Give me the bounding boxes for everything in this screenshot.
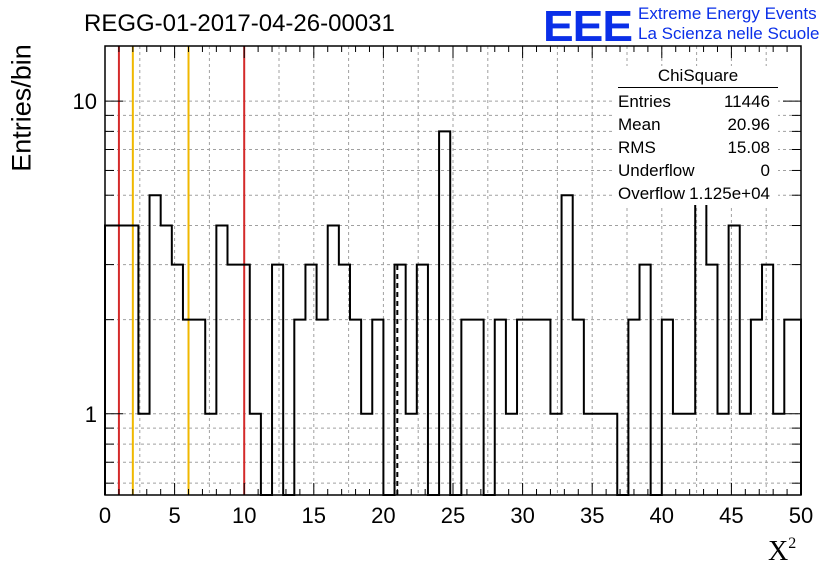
y-tick-label: 10 xyxy=(73,89,97,114)
axis-ticks: 0 5 10 15 20 25 30 35 40 45 50 1 10 xyxy=(73,46,813,528)
x-tick-label: 15 xyxy=(302,503,326,528)
y-axis-label: Entries/bin xyxy=(6,44,37,172)
stats-row-overflow: Overflow 1.125e+04 xyxy=(612,182,778,205)
stats-row-mean: Mean 20.96 xyxy=(612,113,778,136)
logo-line-2: La Scienza nelle Scuole xyxy=(638,24,820,43)
stats-value: 11446 xyxy=(723,92,770,111)
stats-box: ChiSquare Entries 11446 Mean 20.96 RMS 1… xyxy=(612,66,778,205)
plot-frame xyxy=(104,45,802,496)
histogram-outline xyxy=(104,130,802,496)
chart-title: REGG-01-2017-04-26-00031 xyxy=(84,10,395,37)
x-tick-label: 35 xyxy=(580,503,604,528)
x-tick-label: 0 xyxy=(99,503,111,528)
stats-key: Mean xyxy=(618,115,661,134)
stats-key: Underflow xyxy=(618,161,695,180)
x-axis-label-sup: 2 xyxy=(788,535,797,552)
y-tick-label: 1 xyxy=(85,402,97,427)
x-tick-label: 5 xyxy=(168,503,180,528)
stats-row-underflow: Underflow 0 xyxy=(612,159,778,182)
stats-name: ChiSquare xyxy=(618,66,778,88)
x-tick-label: 20 xyxy=(371,503,395,528)
x-tick-label: 10 xyxy=(232,503,256,528)
stats-value: 15.08 xyxy=(727,138,770,157)
x-axis-label: X2 xyxy=(768,535,796,568)
grid-lines xyxy=(105,46,801,495)
x-axis-label-text: X xyxy=(768,536,789,567)
stats-key: Entries xyxy=(618,92,671,111)
logo-line-1: Extreme Energy Events xyxy=(638,4,817,23)
stats-value: 1.125e+04 xyxy=(689,184,770,203)
stats-value: 20.96 xyxy=(727,115,770,134)
eee-logo: EEE xyxy=(543,0,633,51)
stats-key: Overflow xyxy=(618,184,686,203)
x-tick-label: 40 xyxy=(650,503,674,528)
x-tick-label: 45 xyxy=(719,503,743,528)
x-tick-label: 30 xyxy=(510,503,534,528)
x-tick-label: 25 xyxy=(441,503,465,528)
stats-key: RMS xyxy=(618,138,656,157)
marker-lines xyxy=(117,46,399,495)
x-tick-label: 50 xyxy=(789,503,813,528)
stats-row-rms: RMS 15.08 xyxy=(612,136,778,159)
stats-value: 0 xyxy=(760,161,770,180)
stats-row-entries: Entries 11446 xyxy=(612,90,778,113)
